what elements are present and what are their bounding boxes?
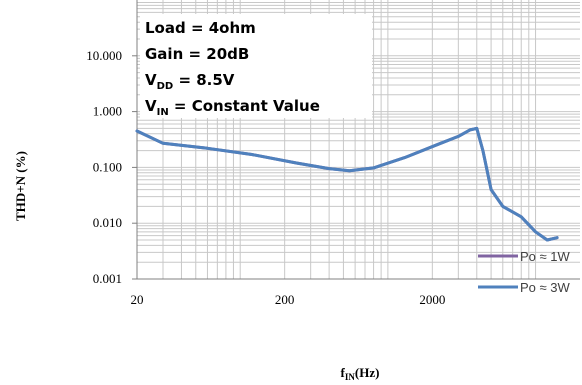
- y-tick-label: 1.000: [93, 104, 122, 119]
- series-line-2: [135, 126, 559, 242]
- annotations: Load = 4ohm Gain = 20dB VDD = 8.5V VIN = Co…: [140, 14, 372, 118]
- legend-label: Po ≈ 1W: [520, 249, 570, 264]
- annotation-line: VDD = 8.5V: [145, 71, 235, 92]
- annotation-line: Gain = 20dB: [145, 45, 249, 63]
- annotation-line: Load = 4ohm: [145, 19, 256, 37]
- x-tick-label: 200: [275, 292, 295, 307]
- y-axis-label: THD+N (%): [13, 151, 28, 221]
- legend: Po ≈ 1W Po ≈ 3W: [478, 249, 570, 295]
- y-tick-label: 0.001: [93, 271, 122, 286]
- annotation-box: [140, 14, 372, 118]
- x-tick-labels: 20 200 2000: [131, 292, 446, 307]
- legend-label: Po ≈ 3W: [520, 280, 570, 295]
- y-tick-label: 0.010: [93, 215, 122, 230]
- annotation-line: VIN = Constant Value: [145, 97, 320, 118]
- x-tick-label: 2000: [419, 292, 445, 307]
- axes: [132, 0, 580, 280]
- x-tick-label: 20: [131, 292, 144, 307]
- y-tick-label: 0.100: [93, 159, 122, 174]
- x-axis-label: fIN(Hz): [341, 365, 380, 382]
- y-tick-labels: 0.001 0.010 0.100 1.000 10.000: [86, 48, 122, 286]
- y-tick-label: 10.000: [86, 48, 122, 63]
- series-layer: [135, 126, 559, 242]
